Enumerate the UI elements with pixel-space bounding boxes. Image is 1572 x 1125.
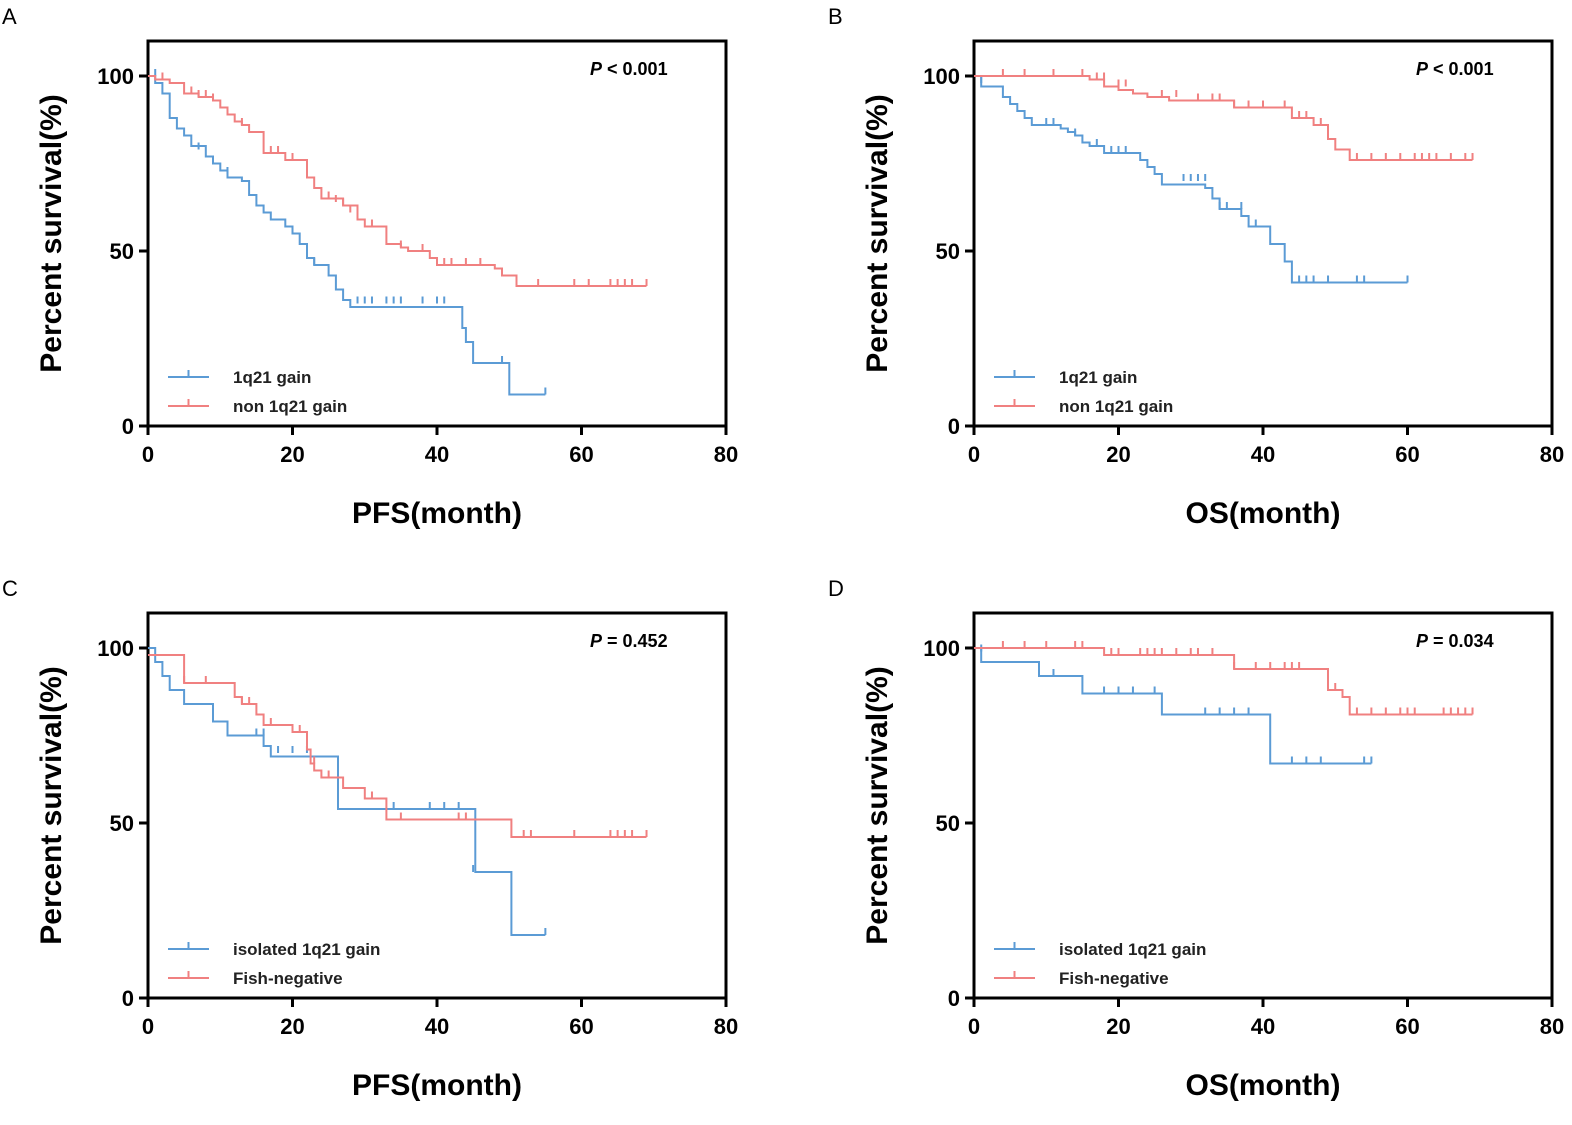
legend-label: 1q21 gain <box>233 368 311 387</box>
panel-letter: A <box>2 4 17 29</box>
survival-curve-blue <box>148 647 546 936</box>
p-value-number: < 0.001 <box>602 59 668 79</box>
legend-label: 1q21 gain <box>1059 368 1137 387</box>
p-value-symbol: P <box>1416 631 1429 651</box>
y-tick-label: 50 <box>110 811 134 836</box>
legend-label: non 1q21 gain <box>1059 397 1173 416</box>
legend-label: Fish-negative <box>1059 969 1169 988</box>
y-tick-label: 100 <box>97 64 134 89</box>
chart-panel-a: A 0 20 40 60 80 0 50 100 PFS(month) Percent surviv… <box>0 0 786 553</box>
x-tick-label: 20 <box>280 442 304 467</box>
chart-svg: D 0 20 40 60 80 0 50 100 OS(month) Percent surviva… <box>828 576 1564 1102</box>
legend-label: non 1q21 gain <box>233 397 347 416</box>
y-tick-label: 0 <box>122 986 134 1011</box>
y-tick-label: 100 <box>923 636 960 661</box>
legend-label: Fish-negative <box>233 969 343 988</box>
panel-letter: C <box>2 576 18 601</box>
x-tick-label: 80 <box>714 442 738 467</box>
survival-curve-red <box>974 75 1473 161</box>
panel-letter: D <box>828 576 844 601</box>
x-tick-label: 80 <box>1540 1014 1564 1039</box>
survival-curve-red <box>148 75 647 287</box>
x-tick-label: 40 <box>425 442 449 467</box>
x-tick-label: 60 <box>569 1014 593 1039</box>
p-value-symbol: P <box>590 59 603 79</box>
chart-panel-c: C 0 20 40 60 80 0 50 100 PFS(month) Percent surviv… <box>0 572 786 1125</box>
chart-panel-b: B 0 20 40 60 80 0 50 100 OS(month) Percent surviva… <box>826 0 1572 553</box>
legend-label: isolated 1q21 gain <box>233 940 380 959</box>
survival-curve-blue <box>148 75 546 396</box>
survival-curve-blue <box>974 647 1372 765</box>
y-tick-label: 50 <box>936 811 960 836</box>
x-tick-label: 60 <box>569 442 593 467</box>
p-value: P < 0.001 <box>1416 59 1494 79</box>
x-tick-label: 40 <box>1251 1014 1275 1039</box>
y-tick-label: 100 <box>923 64 960 89</box>
y-axis-title: Percent survival(%) <box>35 94 68 372</box>
panel-letter: B <box>828 4 843 29</box>
x-tick-label: 40 <box>1251 442 1275 467</box>
x-tick-label: 20 <box>1106 1014 1130 1039</box>
x-tick-label: 60 <box>1395 442 1419 467</box>
survival-curve-blue <box>974 75 1408 284</box>
y-axis-title: Percent survival(%) <box>861 94 894 372</box>
x-tick-label: 0 <box>142 442 154 467</box>
legend-label: isolated 1q21 gain <box>1059 940 1206 959</box>
x-tick-label: 0 <box>142 1014 154 1039</box>
y-tick-label: 50 <box>936 239 960 264</box>
x-axis-title: PFS(month) <box>352 497 522 530</box>
y-tick-label: 0 <box>122 414 134 439</box>
x-tick-label: 40 <box>425 1014 449 1039</box>
x-axis-title: OS(month) <box>1186 497 1341 530</box>
p-value-symbol: P <box>1416 59 1429 79</box>
y-tick-label: 100 <box>97 636 134 661</box>
p-value-number: = 0.452 <box>602 631 668 651</box>
x-tick-label: 80 <box>1540 442 1564 467</box>
y-tick-label: 50 <box>110 239 134 264</box>
p-value: P = 0.452 <box>590 631 668 651</box>
y-tick-label: 0 <box>948 414 960 439</box>
x-tick-label: 20 <box>1106 442 1130 467</box>
chart-svg: A 0 20 40 60 80 0 50 100 PFS(month) Percent surviv… <box>2 4 738 530</box>
x-tick-label: 60 <box>1395 1014 1419 1039</box>
y-tick-label: 0 <box>948 986 960 1011</box>
p-value-symbol: P <box>590 631 603 651</box>
x-axis-title: OS(month) <box>1186 1069 1341 1102</box>
p-value-number: = 0.034 <box>1428 631 1494 651</box>
chart-svg: C 0 20 40 60 80 0 50 100 PFS(month) Percent surviv… <box>2 576 738 1102</box>
x-tick-label: 0 <box>968 1014 980 1039</box>
x-axis-title: PFS(month) <box>352 1069 522 1102</box>
chart-panel-d: D 0 20 40 60 80 0 50 100 OS(month) Percent surviva… <box>826 572 1572 1125</box>
survival-curve-red <box>974 647 1473 716</box>
x-tick-label: 20 <box>280 1014 304 1039</box>
chart-svg: B 0 20 40 60 80 0 50 100 OS(month) Percent surviva… <box>828 4 1564 530</box>
y-axis-title: Percent survival(%) <box>861 666 894 944</box>
y-axis-title: Percent survival(%) <box>35 666 68 944</box>
p-value: P = 0.034 <box>1416 631 1494 651</box>
p-value-number: < 0.001 <box>1428 59 1494 79</box>
x-tick-label: 0 <box>968 442 980 467</box>
p-value: P < 0.001 <box>590 59 668 79</box>
x-tick-label: 80 <box>714 1014 738 1039</box>
